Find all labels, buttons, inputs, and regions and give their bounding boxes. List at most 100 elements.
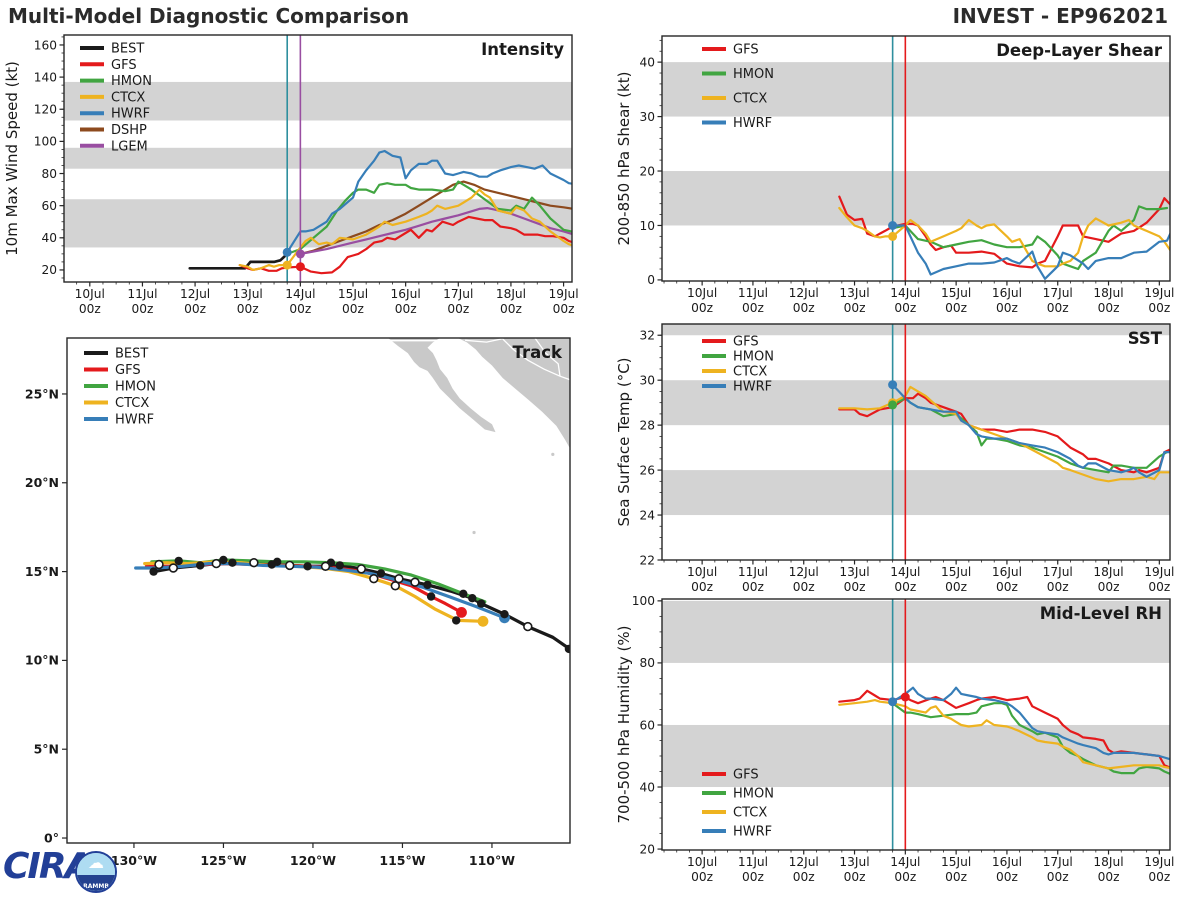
- track-marker: [564, 644, 570, 654]
- x-tick-label: 130°W: [111, 853, 157, 868]
- y-tick-label: 26: [639, 463, 655, 477]
- x-tick-label-hour: 00z: [1098, 301, 1120, 315]
- x-tick-label-hour: 00z: [894, 301, 916, 315]
- x-tick-label-hour: 00z: [1098, 580, 1120, 594]
- x-tick-label-date: 12Jul: [180, 287, 210, 301]
- x-tick-label-date: 11Jul: [738, 565, 768, 579]
- x-tick-label-date: 10Jul: [687, 565, 717, 579]
- x-tick-label-date: 17Jul: [1043, 565, 1073, 579]
- track-marker: [452, 616, 461, 625]
- x-tick-label-hour: 00z: [500, 302, 522, 316]
- y-tick-label: 25°N: [25, 386, 59, 401]
- track-marker-open: [410, 577, 420, 587]
- rh-legend: GFS HMON CTCX HWRF: [702, 768, 774, 840]
- sst-panel: 10Jul00z11Jul00z12Jul00z13Jul00z14Jul00z…: [615, 323, 1174, 594]
- island: [472, 530, 476, 535]
- x-tick-label-date: 14Jul: [890, 855, 920, 869]
- x-tick-label-date: 14Jul: [890, 286, 920, 300]
- x-tick-label-hour: 00z: [793, 301, 815, 315]
- track-marker-open: [390, 581, 400, 591]
- sst-legend-label-GFS: GFS: [733, 335, 759, 350]
- rammb-badge-text: RAMMB: [83, 883, 109, 890]
- mountain-shape: [77, 875, 115, 891]
- x-tick-label-hour: 00z: [553, 302, 575, 316]
- x-tick-label-hour: 00z: [395, 302, 417, 316]
- y-tick-label: 120: [34, 103, 57, 117]
- track-marker-open: [168, 563, 179, 573]
- rh-legend-label-CTCX: CTCX: [733, 806, 767, 821]
- sst-marker: [888, 380, 898, 390]
- shear-category-band: [662, 171, 1170, 226]
- y-tick-label: 100: [632, 594, 655, 608]
- intensity-legend-label-BEST: BEST: [111, 42, 144, 57]
- x-tick-label-date: 16Jul: [992, 565, 1022, 579]
- sst-marker: [888, 400, 898, 410]
- x-tick-label-date: 12Jul: [789, 855, 819, 869]
- track-plot-area: [134, 338, 570, 654]
- x-tick-label-hour: 00z: [342, 302, 364, 316]
- x-tick-label-hour: 00z: [79, 302, 101, 316]
- x-tick-label-date: 11Jul: [738, 855, 768, 869]
- x-tick-label-hour: 00z: [131, 302, 153, 316]
- sst-category-band: [662, 470, 1170, 516]
- sst-series-CTCX: [838, 385, 1170, 483]
- sst-category-band: [662, 380, 1170, 426]
- y-tick-label: 20: [639, 842, 655, 856]
- rh-legend-label-HWRF: HWRF: [733, 825, 772, 840]
- x-tick-label-date: 16Jul: [391, 287, 421, 301]
- x-tick-label-hour: 00z: [996, 580, 1018, 594]
- track-marker: [376, 569, 386, 578]
- track-marker-open: [211, 558, 222, 569]
- shear-marker: [888, 221, 898, 230]
- sst-y-axis-label: Sea Surface Temp (°C): [615, 357, 633, 526]
- shear-series-HWRF: [891, 224, 1170, 280]
- track-series-GFS: [144, 561, 464, 615]
- x-tick-label-hour: 00z: [996, 301, 1018, 315]
- x-tick-label: 120°W: [290, 853, 336, 868]
- intensity-legend-label-LGEM: LGEM: [111, 139, 148, 154]
- intensity-category-band: [64, 147, 572, 169]
- shear-series-GFS: [838, 195, 1170, 269]
- sst-frame: [661, 323, 1171, 561]
- x-tick-label-hour: 00z: [1098, 870, 1120, 884]
- x-tick-label-hour: 00z: [742, 580, 764, 594]
- shear-legend: GFS HMON CTCX HWRF: [702, 43, 774, 131]
- x-tick-label-hour: 00z: [945, 580, 967, 594]
- x-tick-label-hour: 00z: [1148, 580, 1170, 594]
- intensity-legend-label-CTCX: CTCX: [111, 90, 145, 105]
- x-tick-label-date: 19Jul: [1144, 565, 1174, 579]
- shear-legend-label-HWRF: HWRF: [733, 116, 772, 131]
- track-marker: [303, 562, 312, 571]
- state-border: [465, 338, 502, 343]
- x-tick-label-hour: 00z: [289, 302, 311, 316]
- x-tick-label-date: 13Jul: [233, 287, 263, 301]
- y-tick-label: 40: [639, 780, 655, 794]
- rh-marker: [900, 692, 910, 702]
- x-tick-label-date: 18Jul: [496, 287, 526, 301]
- y-tick-label: 80: [41, 167, 57, 181]
- x-tick-label-date: 17Jul: [1043, 855, 1073, 869]
- track-legend-label-CTCX: CTCX: [115, 396, 149, 411]
- x-tick-label-date: 13Jul: [839, 286, 869, 300]
- intensity-series-BEST: [188, 252, 289, 270]
- sst-plot-area: [662, 324, 1170, 560]
- track-frame: [66, 337, 571, 844]
- y-tick-label: 30: [639, 110, 655, 124]
- y-tick-label: 60: [639, 718, 655, 732]
- y-tick-label: 22: [639, 553, 655, 567]
- track-marker: [423, 580, 432, 590]
- track-marker: [335, 561, 344, 570]
- y-tick-label: 15°N: [25, 564, 59, 579]
- rh-series-CTCX: [838, 698, 1170, 770]
- intensity-panel-title: Intensity: [481, 40, 564, 59]
- y-tick-label: 0: [647, 273, 655, 287]
- shear-legend-label-GFS: GFS: [733, 43, 759, 58]
- intensity-legend-label-DSHP: DSHP: [111, 123, 147, 138]
- x-tick-label: 115°W: [379, 853, 425, 868]
- x-tick-label-hour: 00z: [844, 870, 866, 884]
- track-marker-open: [356, 564, 366, 574]
- x-tick-label-date: 18Jul: [1093, 286, 1123, 300]
- y-tick-label: 30: [639, 373, 655, 387]
- x-tick-label-hour: 00z: [996, 870, 1018, 884]
